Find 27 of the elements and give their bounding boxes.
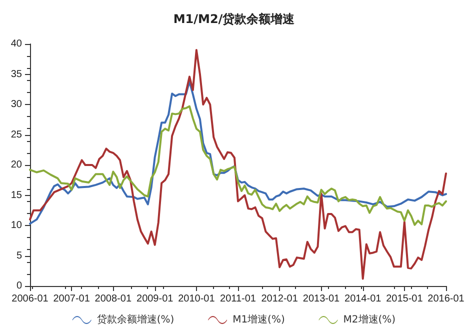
x-tick-label: 2010-01 <box>178 294 216 304</box>
y-tick-label: 25 <box>10 129 22 140</box>
y-tick-label: 30 <box>10 99 22 110</box>
x-tick-label: 2012-01 <box>261 294 298 304</box>
legend-label: M1增速(%) <box>232 314 285 326</box>
line-series <box>29 49 447 280</box>
x-tick-label: 2006-01 <box>12 294 49 304</box>
y-tick-label: 0 <box>16 280 22 292</box>
y-tick-label: 15 <box>10 190 22 201</box>
y-tick-label: 40 <box>10 38 22 50</box>
y-tick-label: 35 <box>10 68 22 80</box>
x-tick-label: 2016-01 <box>428 294 465 304</box>
x-tick-label: 2013-01 <box>302 294 340 304</box>
x-tick-label: 2008-01 <box>94 294 132 304</box>
line-series <box>29 105 447 226</box>
x-tick-label: 2007-01 <box>53 294 90 304</box>
x-tick-label: 2009-01 <box>136 294 174 304</box>
y-tick-label: 5 <box>16 250 22 262</box>
x-tick-label: 2014-01 <box>344 294 382 304</box>
chart-title: M1/M2/贷款余额增速 <box>173 12 296 26</box>
line-series <box>29 80 447 225</box>
x-tick-label: 2011-01 <box>220 294 256 304</box>
y-tick-label: 10 <box>10 220 22 231</box>
legend-label: 贷款余额增速(%) <box>96 314 174 326</box>
legend-label: M2增速(%) <box>343 314 396 326</box>
y-tick-label: 20 <box>10 160 22 170</box>
x-tick-label: 2015-01 <box>386 294 424 304</box>
